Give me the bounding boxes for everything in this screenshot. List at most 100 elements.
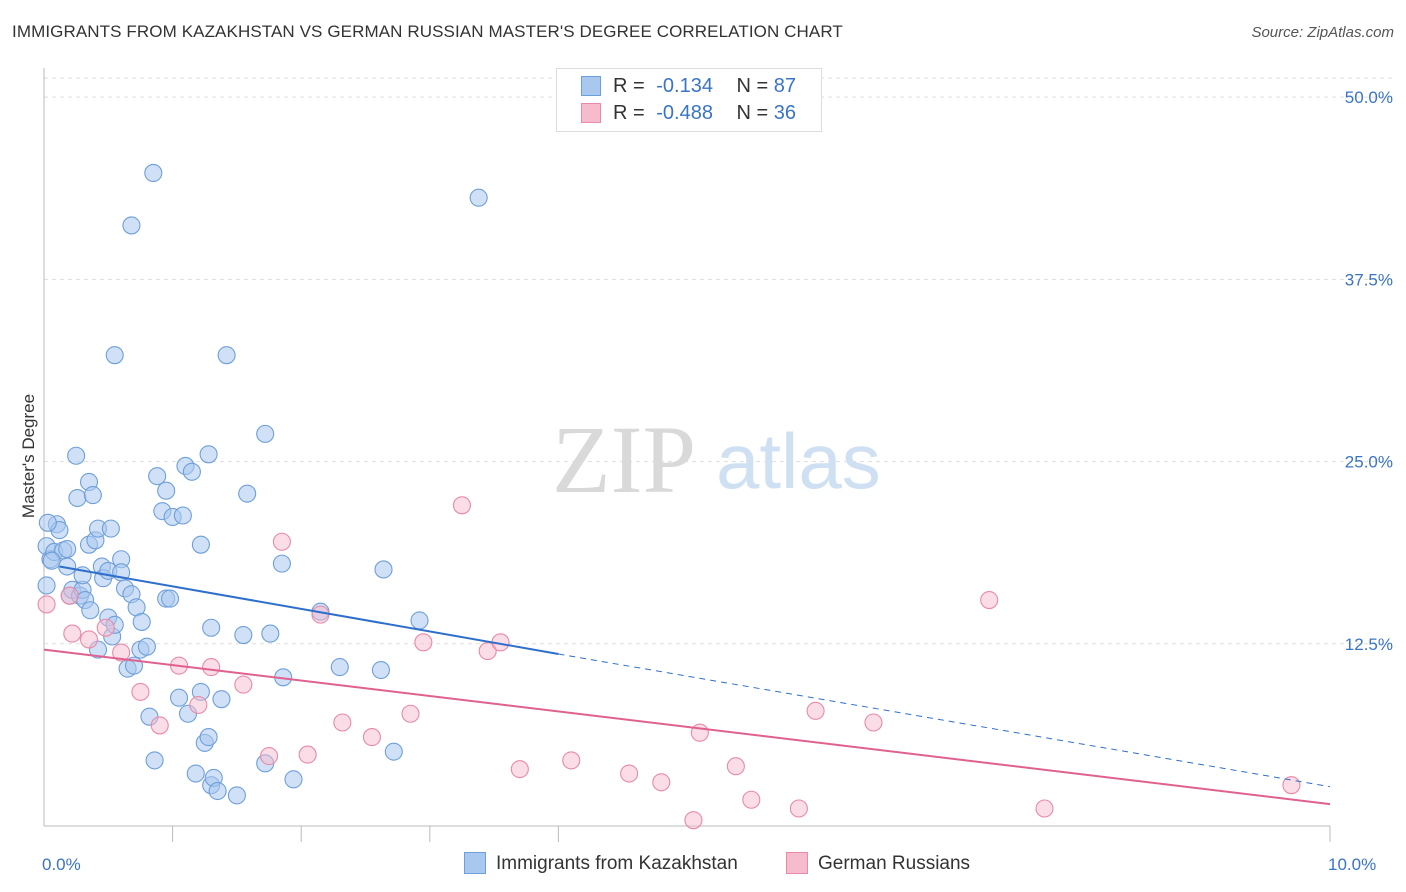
point-kazakhstan (199, 445, 218, 464)
point-kazakhstan (469, 188, 488, 207)
point-kazakhstan (160, 589, 180, 608)
legend-r-label-1: R = (613, 75, 645, 97)
trendline-kazakhstan (59, 565, 559, 655)
y-tick-label: 25.0% (1345, 453, 1393, 472)
point-kazakhstan (122, 216, 141, 235)
trendline-kazakhstan-extrapolated (558, 653, 1331, 788)
point-german-russians (864, 713, 883, 732)
point-kazakhstan (132, 612, 151, 631)
correlation-legend: R = -0.134 N = 87 R = -0.488 N = 36 (556, 68, 822, 132)
point-german-russians (362, 728, 381, 747)
point-kazakhstan (261, 624, 280, 643)
point-german-russians (234, 675, 253, 694)
point-kazakhstan (212, 690, 231, 709)
point-kazakhstan (199, 728, 218, 747)
point-german-russians (1035, 799, 1054, 818)
bottom-legend-swatch-blue (464, 852, 486, 874)
point-kazakhstan (148, 467, 167, 486)
point-german-russians (452, 496, 472, 515)
point-kazakhstan (256, 424, 275, 443)
point-german-russians (414, 633, 433, 652)
point-german-russians (311, 605, 330, 624)
bottom-legend-label-1: Immigrants from Kazakhstan (496, 853, 738, 874)
point-german-russians (789, 799, 808, 818)
point-german-russians (63, 624, 82, 643)
point-kazakhstan (157, 481, 176, 500)
point-german-russians (79, 630, 99, 649)
point-kazakhstan (38, 513, 57, 532)
point-kazakhstan (227, 786, 246, 805)
point-kazakhstan (330, 658, 349, 677)
point-kazakhstan (137, 637, 156, 656)
point-german-russians (60, 586, 79, 605)
point-kazakhstan (238, 484, 257, 503)
point-kazakhstan (191, 535, 210, 554)
point-kazakhstan (202, 618, 221, 637)
chart-title: IMMIGRANTS FROM KAZAKHSTAN VS GERMAN RUS… (12, 22, 843, 41)
legend-swatch-blue (581, 76, 601, 96)
legend-row-german-russians: R = -0.488 N = 36 (581, 102, 796, 128)
trend-lines (43, 565, 1331, 806)
point-kazakhstan (67, 446, 86, 465)
series-german-russians-points (37, 496, 1301, 830)
watermark-atlas: atlas (716, 417, 881, 505)
point-kazakhstan (217, 346, 236, 365)
y-axis-label: Master's Degree (19, 394, 38, 518)
point-german-russians (742, 790, 761, 809)
point-german-russians (652, 773, 671, 792)
point-german-russians (684, 811, 703, 830)
legend-swatch-pink (581, 103, 601, 123)
point-german-russians (562, 751, 581, 770)
trendline-german-russians (43, 648, 1331, 806)
y-tick-label: 12.5% (1345, 635, 1393, 654)
point-kazakhstan (186, 764, 205, 783)
point-kazakhstan (284, 770, 303, 789)
y-tick-label: 50.0% (1345, 88, 1393, 107)
point-kazakhstan (374, 560, 393, 579)
point-kazakhstan (101, 519, 120, 538)
legend-n-value-2: 36 (773, 102, 797, 124)
point-german-russians (298, 745, 317, 764)
point-german-russians (131, 682, 150, 701)
point-german-russians (620, 764, 639, 783)
point-german-russians (510, 760, 529, 779)
point-german-russians (112, 643, 131, 662)
point-german-russians (202, 658, 221, 677)
point-german-russians (96, 618, 115, 637)
point-kazakhstan (81, 601, 100, 620)
point-kazakhstan (83, 486, 102, 505)
legend-r-value-1: -0.134 (656, 75, 713, 97)
point-kazakhstan (37, 576, 56, 595)
point-kazakhstan (208, 781, 227, 801)
legend-n-label-2: N = (736, 102, 769, 124)
point-german-russians (150, 716, 169, 735)
point-german-russians (37, 595, 56, 614)
point-german-russians (980, 591, 999, 610)
point-german-russians (806, 701, 825, 720)
point-kazakhstan (234, 625, 253, 645)
point-german-russians (272, 532, 291, 551)
point-kazakhstan (169, 688, 189, 707)
point-kazakhstan (173, 506, 192, 525)
point-german-russians (189, 695, 208, 715)
legend-row-kazakhstan: R = -0.134 N = 87 (581, 75, 796, 101)
legend-n-value-1: 87 (773, 75, 797, 97)
point-german-russians (333, 713, 352, 732)
point-kazakhstan (182, 462, 201, 481)
tick-labels: 12.5% 25.0% 37.5% 50.0% 0.0% 10.0% (42, 88, 1393, 874)
point-kazakhstan (410, 611, 429, 630)
point-kazakhstan (145, 751, 164, 770)
watermark-zip: ZIP (552, 406, 696, 513)
bottom-legend-kazakhstan: Immigrants from Kazakhstan (464, 852, 738, 875)
point-kazakhstan (58, 539, 77, 559)
source-label: Source: ZipAtlas.com (1251, 24, 1394, 41)
point-kazakhstan (42, 551, 61, 570)
grid (44, 77, 1392, 645)
point-german-russians (726, 757, 745, 776)
y-tick-label: 37.5% (1345, 270, 1393, 289)
x-tick-label: 10.0% (1328, 855, 1376, 874)
point-kazakhstan (371, 660, 390, 680)
legend-r-value-2: -0.488 (656, 102, 713, 124)
bottom-legend-swatch-pink (786, 852, 808, 874)
